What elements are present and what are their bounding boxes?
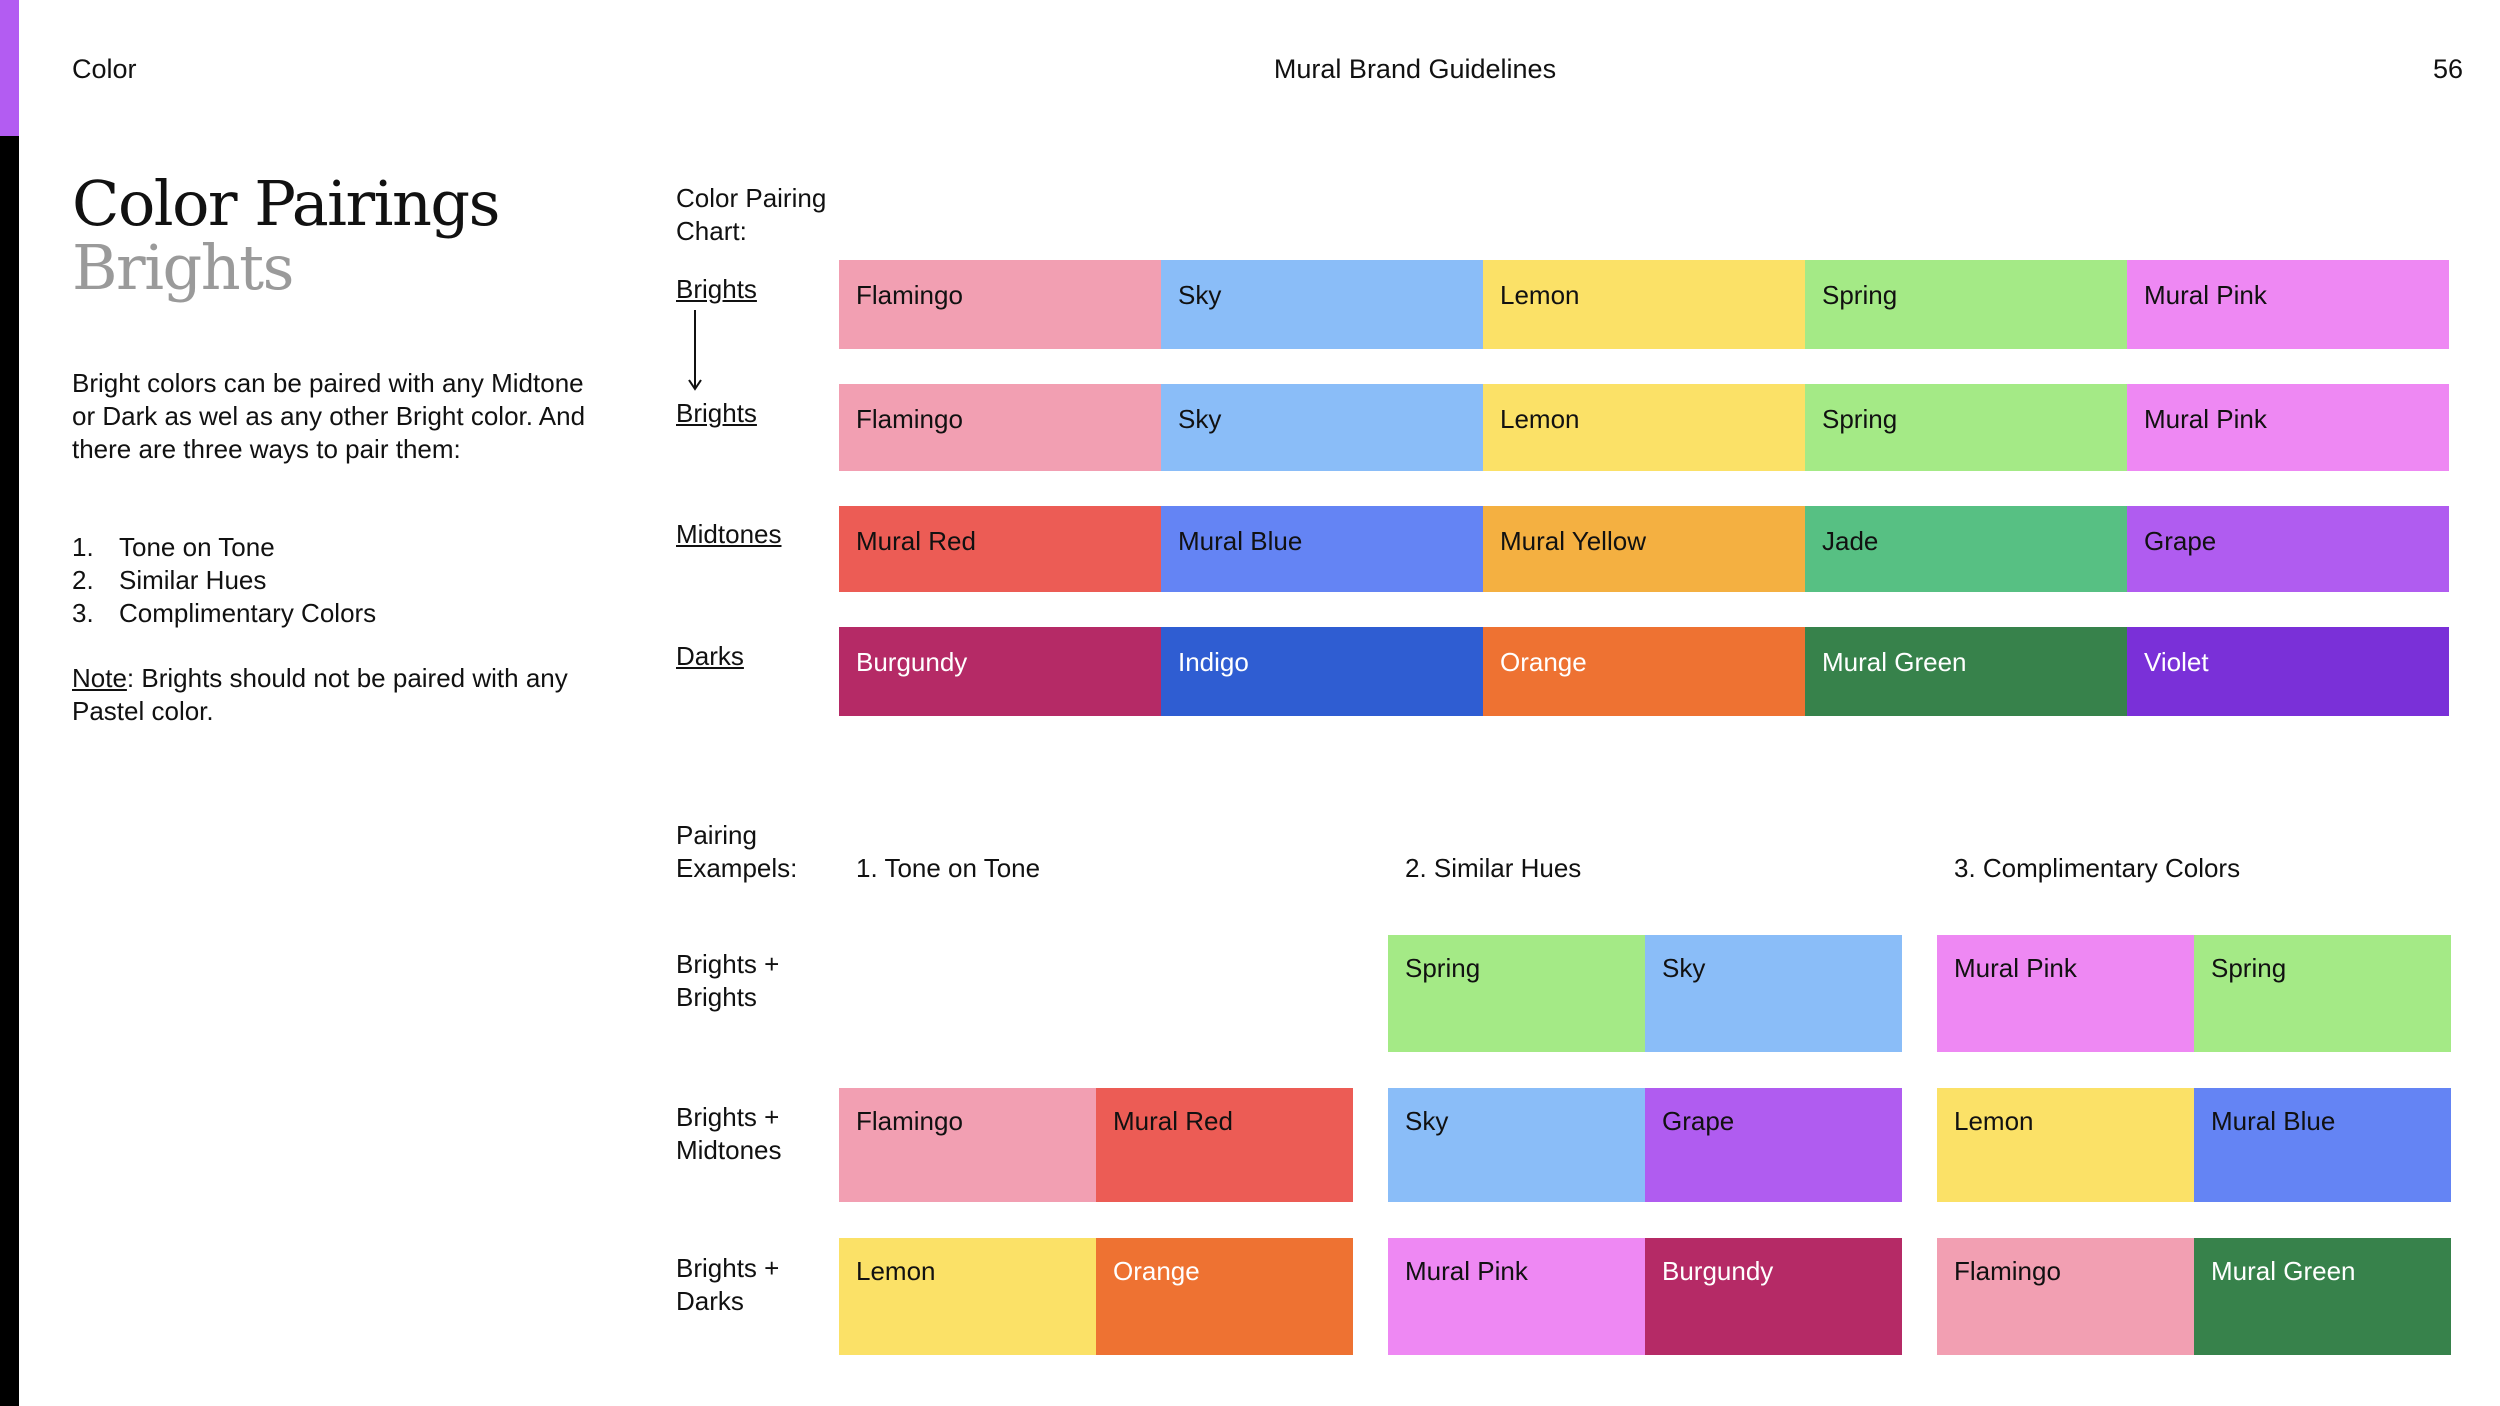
pairing-example: Mural Pink Spring <box>1937 935 2451 1052</box>
swatch-row-darks: Burgundy Indigo Orange Mural Green Viole… <box>839 627 2449 716</box>
chart-heading: Color Pairing Chart: <box>676 182 846 248</box>
color-swatch: Lemon <box>839 1238 1096 1355</box>
color-swatch: Lemon <box>1483 260 1805 349</box>
examples-heading: Pairing Exampels: <box>676 819 836 885</box>
color-swatch: Lemon <box>1937 1088 2194 1202</box>
color-swatch: Mural Red <box>1096 1088 1353 1202</box>
color-swatch: Spring <box>2194 935 2451 1052</box>
document-title: Mural Brand Guidelines <box>0 52 2500 86</box>
examples-column-heading: 1. Tone on Tone <box>856 852 1040 885</box>
examples-row-label: Brights + Brights <box>676 948 816 1014</box>
color-swatch: Spring <box>1388 935 1645 1052</box>
color-swatch: Mural Yellow <box>1483 506 1805 592</box>
pairing-example: Lemon Orange <box>839 1238 1353 1355</box>
pairing-example: Spring Sky <box>1388 935 1902 1052</box>
note-text: : Brights should not be paired with any … <box>72 663 568 726</box>
color-swatch: Indigo <box>1161 627 1483 716</box>
chart-row-label: Darks <box>676 640 744 673</box>
color-swatch: Orange <box>1096 1238 1353 1355</box>
color-swatch: Grape <box>2127 506 2449 592</box>
color-swatch: Sky <box>1161 384 1483 471</box>
swatch-row-midtones: Mural Red Mural Blue Mural Yellow Jade G… <box>839 506 2449 592</box>
swatch-row-brights: Flamingo Sky Lemon Spring Mural Pink <box>839 384 2449 471</box>
color-swatch: Mural Green <box>2194 1238 2451 1355</box>
list-item-text: Similar Hues <box>119 564 266 597</box>
pairing-example: Sky Grape <box>1388 1088 1902 1202</box>
color-swatch: Spring <box>1805 260 2127 349</box>
color-swatch: Sky <box>1161 260 1483 349</box>
color-swatch: Jade <box>1805 506 2127 592</box>
color-swatch: Flamingo <box>839 1088 1096 1202</box>
color-swatch: Flamingo <box>839 384 1161 471</box>
pairing-example: Lemon Mural Blue <box>1937 1088 2451 1202</box>
color-swatch: Burgundy <box>1645 1238 1902 1355</box>
swatch-row-brights: Flamingo Sky Lemon Spring Mural Pink <box>839 260 2449 349</box>
note-paragraph: Note: Brights should not be paired with … <box>72 662 592 728</box>
color-swatch: Mural Red <box>839 506 1161 592</box>
page-title: Color Pairings <box>72 172 499 236</box>
note-label: Note <box>72 663 127 693</box>
list-item: 2. Similar Hues <box>72 564 376 597</box>
pairing-methods-list: 1. Tone on Tone 2. Similar Hues 3. Compl… <box>72 531 376 630</box>
color-swatch: Flamingo <box>1937 1238 2194 1355</box>
chart-row-label: Brights <box>676 273 757 306</box>
color-swatch: Spring <box>1805 384 2127 471</box>
color-swatch: Lemon <box>1483 384 1805 471</box>
list-item-text: Tone on Tone <box>119 531 275 564</box>
color-swatch: Mural Pink <box>2127 384 2449 471</box>
intro-paragraph: Bright colors can be paired with any Mid… <box>72 367 592 466</box>
color-swatch: Mural Blue <box>2194 1088 2451 1202</box>
color-swatch: Sky <box>1388 1088 1645 1202</box>
left-edge-bar <box>0 0 19 1406</box>
page-number: 56 <box>2433 52 2463 86</box>
color-swatch: Mural Pink <box>1937 935 2194 1052</box>
list-item-number: 3. <box>72 597 119 630</box>
list-item-text: Complimentary Colors <box>119 597 376 630</box>
examples-column-heading: 3. Complimentary Colors <box>1954 852 2240 885</box>
examples-row-label: Brights + Midtones <box>676 1101 816 1167</box>
list-item: 3. Complimentary Colors <box>72 597 376 630</box>
color-swatch: Grape <box>1645 1088 1902 1202</box>
pairing-example: Flamingo Mural Green <box>1937 1238 2451 1355</box>
list-item: 1. Tone on Tone <box>72 531 376 564</box>
chart-row-label: Midtones <box>676 518 782 551</box>
pairing-example: Mural Pink Burgundy <box>1388 1238 1902 1355</box>
chart-row-label: Brights <box>676 397 757 430</box>
color-swatch: Flamingo <box>839 260 1161 349</box>
examples-column-heading: 2. Similar Hues <box>1405 852 1581 885</box>
examples-row-label: Brights + Darks <box>676 1252 816 1318</box>
color-swatch: Mural Pink <box>1388 1238 1645 1355</box>
page-subtitle: Brights <box>72 236 293 300</box>
color-swatch: Mural Pink <box>2127 260 2449 349</box>
color-swatch: Violet <box>2127 627 2449 716</box>
list-item-number: 2. <box>72 564 119 597</box>
list-item-number: 1. <box>72 531 119 564</box>
color-swatch: Mural Blue <box>1161 506 1483 592</box>
pairing-example: Flamingo Mural Red <box>839 1088 1353 1202</box>
color-swatch: Sky <box>1645 935 1902 1052</box>
color-swatch: Burgundy <box>839 627 1161 716</box>
color-swatch: Mural Green <box>1805 627 2127 716</box>
down-arrow-icon <box>688 310 702 392</box>
color-swatch: Orange <box>1483 627 1805 716</box>
